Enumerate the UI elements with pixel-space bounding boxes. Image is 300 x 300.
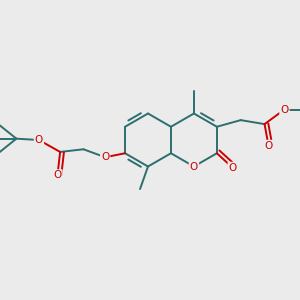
Text: O: O — [229, 163, 237, 173]
Text: O: O — [53, 170, 62, 180]
Text: O: O — [101, 152, 109, 162]
Text: O: O — [280, 104, 289, 115]
Text: O: O — [35, 135, 43, 145]
Text: O: O — [264, 141, 273, 151]
Text: O: O — [190, 161, 198, 172]
